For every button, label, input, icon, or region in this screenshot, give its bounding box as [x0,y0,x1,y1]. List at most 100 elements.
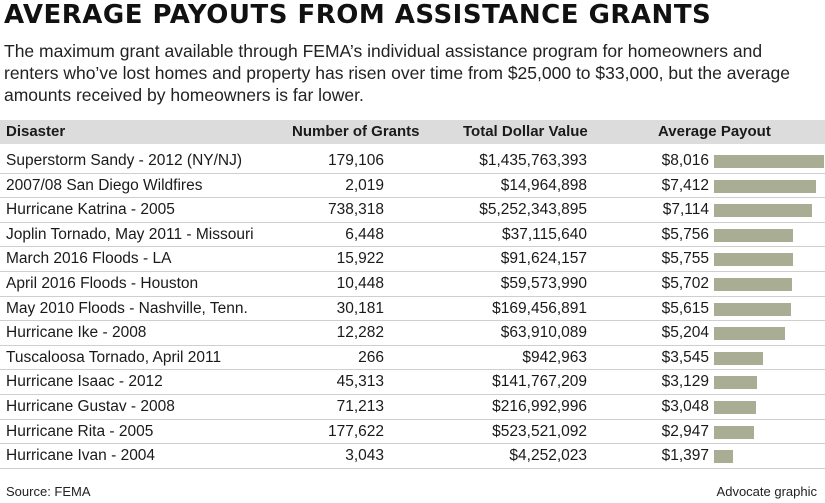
cell-average-payout: $3,048 [661,398,709,415]
cell-number-of-grants: 10,448 [336,275,384,292]
table-row: Hurricane Ivan - 2004 3,043 $4,252,023 $1,3… [0,444,825,469]
row-divider [0,418,825,420]
table-row: May 2010 Floods - Nashville, Tenn. 30,181… [0,297,825,322]
cell-number-of-grants: 30,181 [336,299,384,317]
table-row: Hurricane Rita - 2005 177,622 $523,521,092… [0,420,825,445]
cell-number-of-grants: 12,282 [336,324,384,342]
average-payout-bar [714,228,793,242]
cell-average-payout: $3,129 [661,373,709,391]
cell-disaster: April 2016 Floods - Houston [6,275,199,292]
cell-disaster: Hurricane Ike - 2008 [6,324,147,342]
cell-disaster: Hurricane Rita - 2005 [6,422,154,440]
average-payout-bar [714,401,756,414]
table-row: Hurricane Ike - 2008 12,282 $63,910,089 $5,… [0,321,825,346]
chart-subtitle: The maximum grant available through FEMA… [4,41,791,105]
table-row: Hurricane Katrina - 2005 738,318 $5,252,34… [0,198,825,223]
cell-number-of-grants: 177,622 [327,422,384,440]
cell-number-of-grants: 3,043 [345,447,384,465]
cell-average-payout: $5,702 [661,275,709,292]
row-divider [0,443,825,445]
cell-disaster: Hurricane Katrina - 2005 [6,201,175,219]
cell-average-payout: $8,016 [661,152,709,169]
cell-total-dollar-value: $37,115,640 [501,225,587,243]
cell-disaster: May 2010 Floods - Nashville, Tenn. [6,299,248,317]
cell-total-dollar-value: $5,252,343,895 [479,201,587,219]
cell-number-of-grants: 71,213 [336,398,384,415]
table-row: Hurricane Isaac - 2012 45,313 $141,767,209… [0,370,825,395]
average-payout-bar [714,253,793,267]
average-payout-bar [714,155,824,168]
cell-number-of-grants: 6,448 [345,225,384,243]
cell-disaster: Superstorm Sandy - 2012 (NY/NJ) [6,152,243,169]
row-divider [0,172,825,174]
cell-number-of-grants: 15,922 [336,250,384,268]
cell-average-payout: $5,755 [661,250,709,268]
source-note: Source: FEMA [6,484,91,499]
cell-disaster: Joplin Tornado, May 2011 - Missouri [6,225,254,243]
credit-note: Advocate graphic [716,484,817,499]
cell-average-payout: $7,114 [662,201,709,219]
row-divider [0,320,825,322]
cell-disaster: Hurricane Gustav - 2008 [6,398,175,415]
row-divider [0,246,825,248]
average-payout-bar [714,450,734,464]
average-payout-bar [714,302,792,316]
cell-disaster: Hurricane Ivan - 2004 [6,447,156,465]
cell-total-dollar-value: $91,624,157 [500,250,587,268]
cell-total-dollar-value: $1,435,763,393 [479,152,587,169]
header-total-dollar-value: Total Dollar Value [463,123,588,140]
cell-disaster: March 2016 Floods - LA [6,250,172,268]
row-divider [0,197,825,199]
cell-total-dollar-value: $63,910,089 [500,324,587,342]
cell-disaster: 2007/08 San Diego Wildfires [6,176,203,194]
row-divider [0,221,825,223]
cell-average-payout: $5,756 [661,225,709,243]
cell-total-dollar-value: $216,992,996 [492,398,587,415]
cell-number-of-grants: 266 [358,348,384,366]
table-row: March 2016 Floods - LA 15,922 $91,624,157 $… [0,247,825,272]
cell-total-dollar-value: $4,252,023 [509,447,587,465]
chart-title: AVERAGE PAYOUTS FROM ASSISTANCE GRANTS [4,0,712,30]
row-divider [0,295,825,297]
header-disaster: Disaster [6,123,66,140]
average-payout-bar [714,425,755,439]
average-payout-bar [714,376,757,390]
average-payout-bar [714,327,786,341]
cell-average-payout: $7,412 [661,176,709,194]
cell-total-dollar-value: $169,456,891 [492,299,587,317]
row-divider [0,369,825,371]
average-payout-bar [714,351,763,365]
cell-number-of-grants: 179,106 [327,152,384,169]
cell-average-payout: $1,397 [661,447,709,465]
average-payout-bar [714,204,812,218]
cell-total-dollar-value: $141,767,209 [492,373,587,391]
cell-disaster: Tuscaloosa Tornado, April 2011 [6,348,222,366]
table-header: Disaster Number of Grants Total Dollar V… [0,120,825,144]
table-row: 2007/08 San Diego Wildfires 2,019 $14,964,… [0,174,825,199]
cell-average-payout: $5,615 [661,299,709,317]
row-divider [0,467,825,469]
row-divider [0,344,825,346]
cell-total-dollar-value: $59,573,990 [500,275,587,292]
header-number-of-grants: Number of Grants [292,123,420,140]
table-row: Superstorm Sandy - 2012 (NY/NJ) 179,106 $1… [0,149,825,174]
cell-average-payout: $5,204 [661,324,709,342]
cell-number-of-grants: 738,318 [327,201,384,219]
cell-total-dollar-value: $523,521,092 [492,422,587,440]
cell-average-payout: $2,947 [661,422,709,440]
cell-total-dollar-value: $14,964,898 [500,176,587,194]
cell-average-payout: $3,545 [661,348,709,366]
cell-total-dollar-value: $942,963 [522,348,587,366]
header-average-payout: Average Payout [658,123,771,140]
table-row: April 2016 Floods - Houston 10,448 $59,573… [0,272,825,297]
table-row: Tuscaloosa Tornado, April 2011 266 $942,96… [0,346,825,371]
cell-disaster: Hurricane Isaac - 2012 [6,373,163,391]
row-divider [0,394,825,395]
cell-number-of-grants: 45,313 [336,373,384,391]
average-payout-bar [714,179,816,193]
table-row: Hurricane Gustav - 2008 71,213 $216,992,99… [0,395,825,420]
table-row: Joplin Tornado, May 2011 - Missouri 6,448… [0,223,825,248]
row-divider [0,271,825,272]
average-payout-bar [714,278,793,291]
cell-number-of-grants: 2,019 [345,176,384,194]
